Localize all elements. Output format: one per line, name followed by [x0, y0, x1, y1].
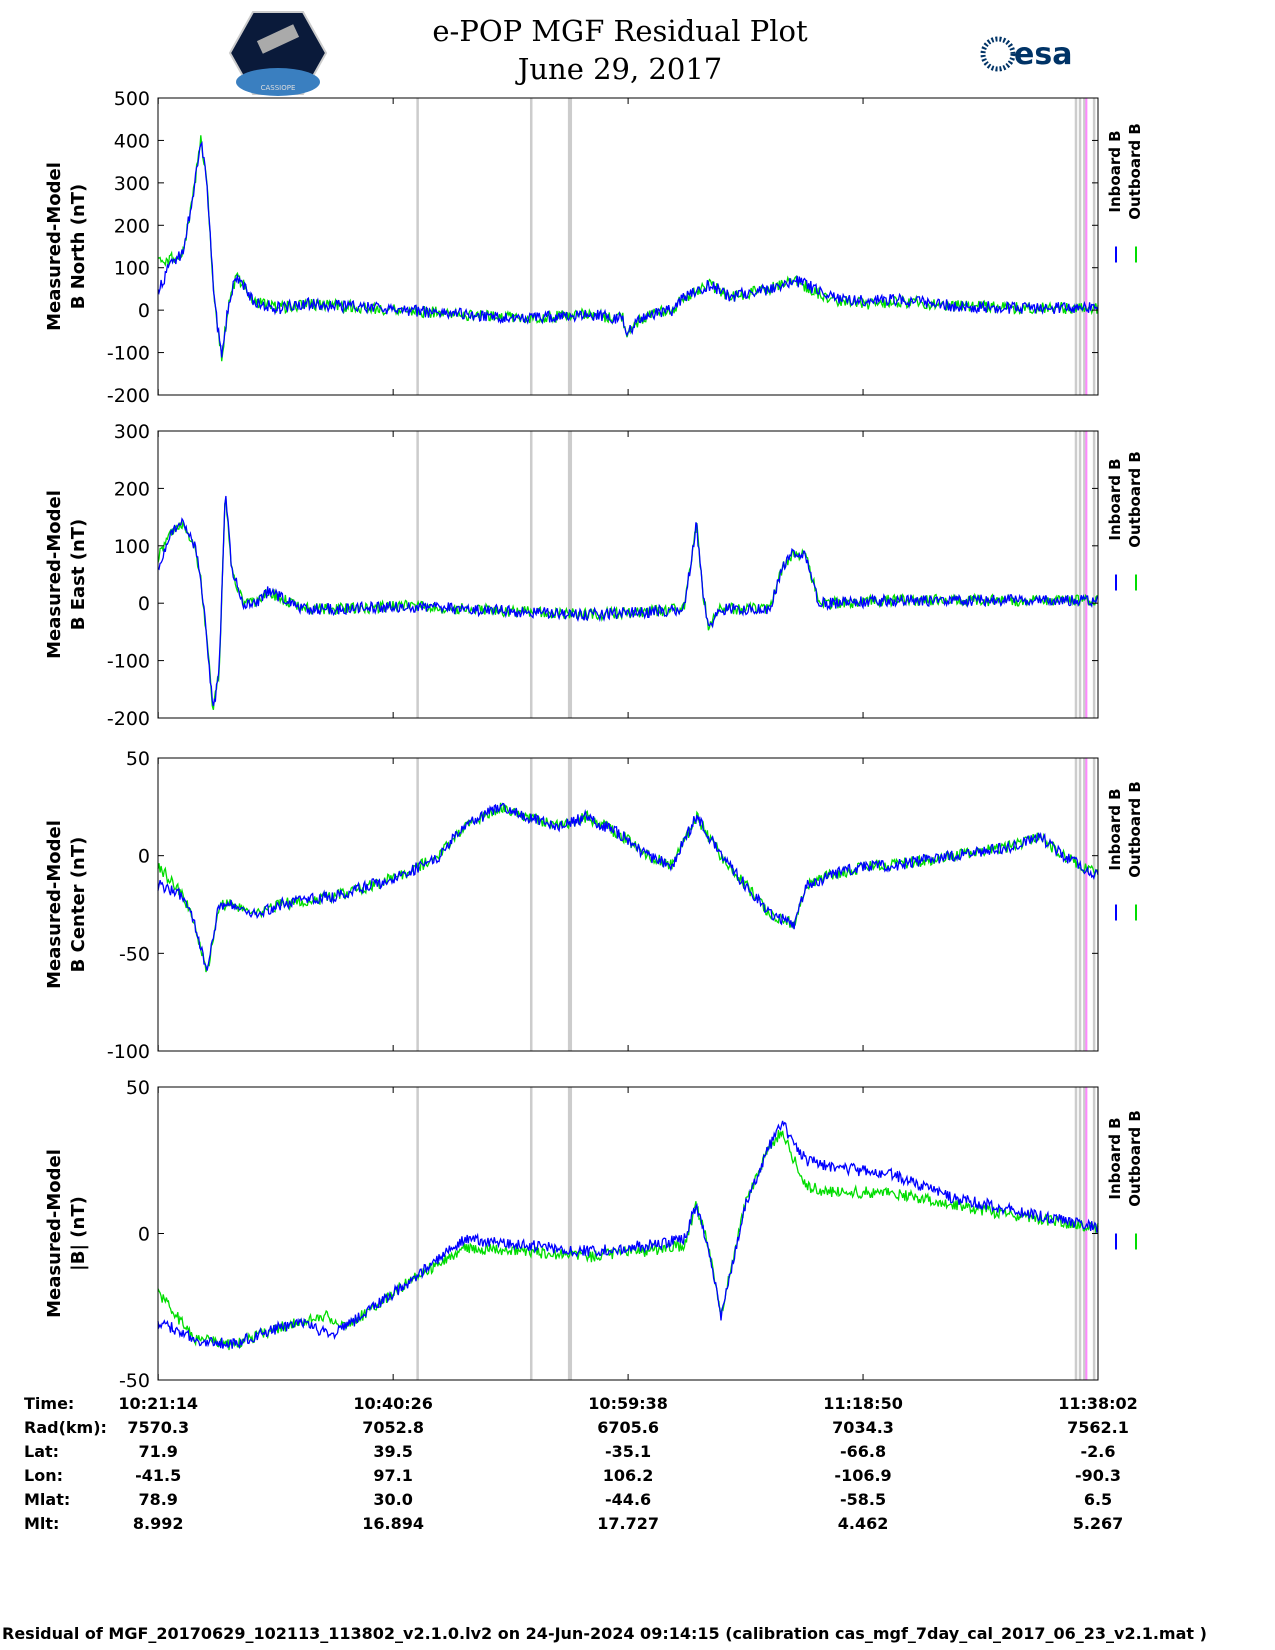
- y-axis-label: Measured-Model: [44, 820, 65, 989]
- inboard-series-line: [157, 141, 1099, 358]
- y-tick-label: 0: [138, 1224, 150, 1246]
- info-cell: 7034.3: [832, 1418, 894, 1437]
- esa-logo: esa: [980, 36, 1072, 72]
- info-cell: -106.9: [834, 1466, 892, 1485]
- outboard-series-line: [157, 1130, 1099, 1351]
- info-cell: 11:18:50: [823, 1394, 903, 1413]
- info-cell: 71.9: [138, 1442, 178, 1461]
- plot-frame: [157, 430, 1099, 719]
- info-row-label: Lon:: [24, 1466, 63, 1485]
- info-cell: 10:40:26: [353, 1394, 433, 1413]
- info-cell: -58.5: [839, 1490, 887, 1509]
- y-tick-label: -100: [107, 651, 150, 673]
- inboard-series-line: [157, 1120, 1099, 1350]
- info-cell: 16.894: [362, 1514, 425, 1533]
- y-axis-label: Measured-Model: [44, 1149, 65, 1318]
- y-tick-label: -100: [107, 343, 150, 365]
- y-tick-label: 50: [126, 748, 150, 770]
- info-cell: 7570.3: [127, 1418, 190, 1437]
- y-tick-label: -200: [107, 385, 150, 407]
- info-cell: -35.1: [605, 1442, 652, 1461]
- legend-inboard-label: Inboard B: [1106, 1117, 1124, 1199]
- y-tick-label: -200: [107, 708, 150, 730]
- info-cell: -44.6: [605, 1490, 652, 1509]
- y-tick-label: -50: [119, 1370, 150, 1392]
- y-tick-label: -100: [107, 1041, 150, 1063]
- y-tick-label: 400: [114, 130, 150, 152]
- info-cell: 30.0: [373, 1490, 413, 1509]
- info-cell: 17.727: [597, 1514, 659, 1533]
- info-row-label: Mlat:: [24, 1490, 71, 1509]
- y-tick-label: 50: [126, 1077, 150, 1099]
- footer-text: Residual of MGF_20170629_102113_113802_v…: [2, 1624, 1207, 1643]
- info-cell: 78.9: [138, 1490, 178, 1509]
- y-tick-label: 300: [114, 173, 150, 195]
- y-tick-label: 0: [138, 846, 150, 868]
- legend-inboard-label: Inboard B: [1106, 458, 1124, 540]
- info-cell: 5.267: [1072, 1514, 1124, 1533]
- info-cell: -90.3: [1074, 1466, 1122, 1485]
- plot-frame: [157, 97, 1099, 396]
- legend-outboard-label: Outboard B: [1126, 123, 1144, 220]
- info-cell: -2.6: [1080, 1442, 1116, 1461]
- y-tick-label: 500: [114, 88, 150, 110]
- info-cell: 39.5: [373, 1442, 413, 1461]
- plot-frame: [157, 757, 1099, 1052]
- y-tick-label: 100: [114, 258, 150, 280]
- info-cell: -66.8: [839, 1442, 887, 1461]
- info-cell: 7052.8: [362, 1418, 425, 1437]
- info-cell: 106.2: [602, 1466, 654, 1485]
- y-tick-label: -50: [119, 943, 150, 965]
- logo-right-text: esa: [1014, 37, 1072, 72]
- chart-title-line2: June 29, 2017: [517, 52, 723, 86]
- y-axis-label: Measured-Model: [44, 490, 65, 659]
- inboard-series-line: [157, 495, 1099, 707]
- legend-outboard-label: Outboard B: [1126, 451, 1144, 548]
- y-tick-label: 200: [114, 478, 150, 500]
- y-axis-label: B Center (nT): [68, 837, 89, 973]
- legend-outboard-label: Outboard B: [1126, 1110, 1144, 1207]
- y-axis-label: |B| (nT): [68, 1196, 89, 1271]
- y-axis-label: Measured-Model: [44, 162, 65, 331]
- outboard-series-line: [157, 135, 1099, 362]
- chart-title-line1: e-POP MGF Residual Plot: [432, 14, 808, 48]
- y-tick-label: 300: [114, 421, 150, 443]
- legend-inboard-label: Inboard B: [1106, 788, 1124, 870]
- outboard-series-line: [157, 802, 1099, 973]
- info-cell: 11:38:02: [1058, 1394, 1138, 1413]
- info-row-label: Mlt:: [24, 1514, 60, 1533]
- y-tick-label: 0: [138, 593, 150, 615]
- info-row-label: Time:: [24, 1394, 75, 1413]
- y-axis-label: B North (nT): [68, 184, 89, 310]
- y-tick-label: 200: [114, 215, 150, 237]
- y-tick-label: 0: [138, 300, 150, 322]
- info-row-label: Rad(km):: [24, 1418, 107, 1437]
- info-cell: 97.1: [373, 1466, 413, 1485]
- info-cell: 10:59:38: [588, 1394, 668, 1413]
- info-cell: 4.462: [837, 1514, 889, 1533]
- legend-outboard-label: Outboard B: [1126, 781, 1144, 878]
- legend-inboard-label: Inboard B: [1106, 130, 1124, 212]
- info-cell: 6705.6: [597, 1418, 659, 1437]
- cassiope-logo: CASSIOPE: [228, 11, 328, 96]
- inboard-series-line: [157, 802, 1099, 971]
- logo-left-text: CASSIOPE: [261, 84, 296, 92]
- info-cell: 6.5: [1083, 1490, 1113, 1509]
- info-cell: -41.5: [135, 1466, 182, 1485]
- y-tick-label: 100: [114, 536, 150, 558]
- plot-frame: [157, 1086, 1099, 1381]
- y-axis-label: B East (nT): [68, 519, 89, 631]
- info-row-label: Lat:: [24, 1442, 60, 1461]
- outboard-series-line: [157, 498, 1099, 710]
- info-cell: 10:21:14: [118, 1394, 198, 1413]
- info-cell: 8.992: [132, 1514, 184, 1533]
- info-cell: 7562.1: [1067, 1418, 1129, 1437]
